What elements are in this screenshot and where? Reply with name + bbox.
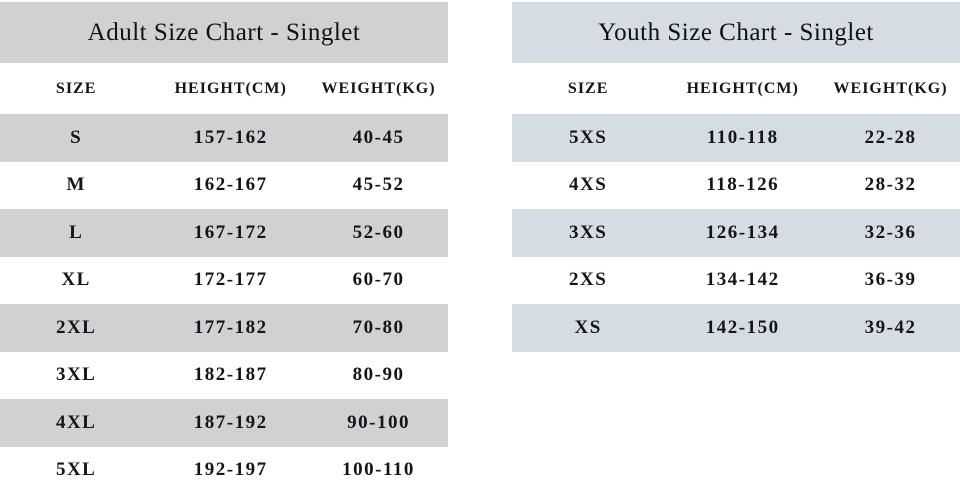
size-cell: 5XL <box>55 459 97 481</box>
size-cell: 5XS <box>569 126 608 148</box>
table-row: 3XS 126-134 32-36 <box>512 209 960 257</box>
size-column-header: SIZE <box>567 79 609 97</box>
youth-size-chart: Youth Size Chart - Singlet SIZE HEIGHT(C… <box>512 2 960 352</box>
height-cell: 182-187 <box>193 364 268 386</box>
size-cell: 2XS <box>569 269 608 291</box>
height-cell: 187-192 <box>193 411 268 433</box>
height-cell: 192-197 <box>193 459 268 481</box>
youth-column-headers: SIZE HEIGHT(CM) WEIGHT(KG) <box>512 63 960 114</box>
size-cell: 4XL <box>55 411 97 433</box>
table-row: 2XL 177-182 70-80 <box>0 304 448 352</box>
adult-chart-title: Adult Size Chart - Singlet <box>0 2 448 63</box>
size-cell: 4XS <box>569 174 608 196</box>
table-row: L 167-172 52-60 <box>0 209 448 257</box>
size-column-header: SIZE <box>55 79 97 97</box>
height-cell: 134-142 <box>705 269 780 291</box>
table-row: M 162-167 45-52 <box>0 162 448 210</box>
weight-cell: 36-39 <box>864 269 917 291</box>
adult-rows: S 157-162 40-45 M 162-167 45-52 L 167-172 52-60 X… <box>0 114 448 494</box>
weight-cell: 70-80 <box>352 316 405 338</box>
table-row: 5XL 192-197 100-110 <box>0 447 448 495</box>
table-row: 3XL 182-187 80-90 <box>0 352 448 400</box>
height-column-header: HEIGHT(CM) <box>686 79 799 97</box>
adult-size-chart: Adult Size Chart - Singlet SIZE HEIGHT(C… <box>0 2 448 494</box>
weight-column-header: WEIGHT(KG) <box>321 79 436 97</box>
weight-column-header: WEIGHT(KG) <box>833 79 948 97</box>
weight-cell: 80-90 <box>352 364 405 386</box>
table-row: 2XS 134-142 36-39 <box>512 257 960 305</box>
size-cell: 3XL <box>55 364 97 386</box>
size-cell: S <box>70 126 83 148</box>
table-row: S 157-162 40-45 <box>0 114 448 162</box>
table-row: XL 172-177 60-70 <box>0 257 448 305</box>
height-cell: 172-177 <box>193 269 268 291</box>
weight-cell: 60-70 <box>352 269 405 291</box>
table-row: 5XS 110-118 22-28 <box>512 114 960 162</box>
table-row: 4XS 118-126 28-32 <box>512 162 960 210</box>
weight-cell: 52-60 <box>352 221 405 243</box>
youth-chart-title: Youth Size Chart - Singlet <box>512 2 960 63</box>
adult-column-headers: SIZE HEIGHT(CM) WEIGHT(KG) <box>0 63 448 114</box>
height-cell: 177-182 <box>193 316 268 338</box>
size-cell: L <box>69 221 84 243</box>
weight-cell: 40-45 <box>352 126 405 148</box>
youth-rows: 5XS 110-118 22-28 4XS 118-126 28-32 3XS 126-134… <box>512 114 960 352</box>
weight-cell: 28-32 <box>864 174 917 196</box>
weight-cell: 39-42 <box>864 316 917 338</box>
height-cell: 162-167 <box>193 174 268 196</box>
height-cell: 157-162 <box>193 126 268 148</box>
table-row: 4XL 187-192 90-100 <box>0 399 448 447</box>
weight-cell: 100-110 <box>342 459 415 481</box>
height-cell: 110-118 <box>706 126 779 148</box>
size-cell: XS <box>574 316 602 338</box>
size-cell: M <box>66 174 86 196</box>
weight-cell: 45-52 <box>352 174 405 196</box>
table-row: XS 142-150 39-42 <box>512 304 960 352</box>
height-cell: 126-134 <box>705 221 780 243</box>
size-cell: XL <box>61 269 91 291</box>
weight-cell: 22-28 <box>864 126 917 148</box>
size-cell: 3XS <box>569 221 608 243</box>
weight-cell: 32-36 <box>864 221 917 243</box>
weight-cell: 90-100 <box>347 411 410 433</box>
height-cell: 142-150 <box>705 316 780 338</box>
size-cell: 2XL <box>55 316 97 338</box>
height-cell: 167-172 <box>193 221 268 243</box>
height-cell: 118-126 <box>706 174 780 196</box>
height-column-header: HEIGHT(CM) <box>174 79 287 97</box>
